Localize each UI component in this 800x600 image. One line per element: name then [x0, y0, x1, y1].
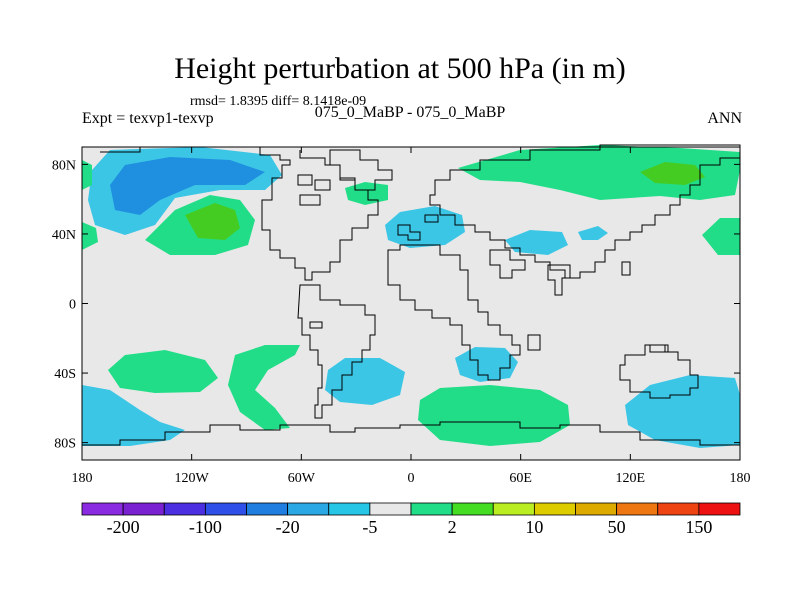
colorbar-swatch: [122, 502, 165, 516]
lon-tick-label: 180: [730, 471, 751, 486]
lat-tick-label: 40S: [54, 367, 76, 382]
contour-fill-layer: [82, 145, 740, 448]
coastline-caribbean: [309, 321, 323, 329]
colorbar-swatch: [575, 502, 618, 516]
contour-neg-north-pacific-core: [110, 157, 265, 215]
lon-tick-label: 120W: [175, 471, 210, 486]
contour-pos-west-edge-1: [82, 160, 92, 190]
colorbar-swatch: [163, 502, 206, 516]
colorbar-label: 10: [525, 517, 544, 537]
contour-neg-central-asia: [505, 230, 568, 255]
contour-pos-southern-ocean: [418, 385, 570, 446]
colorbar-swatch: [369, 502, 412, 516]
lon-tick-label: 120E: [616, 471, 646, 486]
colorbar: [81, 502, 741, 516]
contour-neg-southwest: [82, 385, 185, 446]
colorbar-swatch: [451, 502, 494, 516]
colorbar-label: -200: [106, 517, 140, 537]
coastline-africa: [387, 244, 521, 381]
colorbar-swatch: [657, 502, 700, 516]
colorbar-label: 50: [607, 517, 626, 537]
lon-tick-label: 60W: [288, 471, 316, 486]
colorbar-swatch: [287, 502, 330, 516]
contour-pos-north-atlantic: [345, 182, 388, 205]
axis-ticks: 180 120W 60W 0 60E 120E 180 80N 40N 0 40S 80S: [52, 147, 751, 486]
colorbar-swatch: [328, 502, 371, 516]
coastline-arabia: [489, 249, 526, 279]
coastline-greenland: [329, 149, 393, 191]
colorbar-label: -20: [275, 517, 300, 537]
contour-pos-north-pacific-core: [185, 203, 240, 240]
contour-neg-south-africa: [455, 347, 518, 382]
stats-line: rmsd= 1.8395 diff= 8.1418e-09: [190, 94, 367, 109]
colorbar-swatch: [698, 502, 741, 516]
contour-pos-south-pacific: [108, 350, 218, 393]
coastline-madagascar: [527, 334, 541, 351]
coastlines: [82, 144, 741, 446]
chart-title: Height perturbation at 500 hPa (in m): [174, 52, 626, 85]
colorbar-swatch: [81, 502, 124, 516]
contour-pos-siberia: [458, 145, 740, 200]
lat-tick-label: 80S: [54, 437, 76, 452]
coastline-arctic-islands: [297, 174, 331, 206]
colorbar-label: -5: [362, 517, 378, 537]
lat-tick-label: 80N: [52, 158, 76, 173]
lat-tick-label: 40N: [52, 228, 76, 243]
coastline-australia: [619, 344, 699, 399]
colorbar-swatch: [492, 502, 535, 516]
contour-neg-europe: [385, 206, 465, 248]
coastline-japan: [621, 261, 631, 276]
contour-pos-siberia-core: [640, 162, 705, 185]
coastline-south-america: [297, 284, 376, 419]
contour-neg-east-asia: [578, 226, 608, 240]
case-label: 075_0_MaBP - 075_0_MaBP: [314, 104, 506, 121]
contour-pos-east-edge: [702, 218, 740, 255]
colorbar-swatch: [246, 502, 289, 516]
season-label: ANN: [707, 110, 742, 127]
contour-neg-south-atlantic: [325, 358, 405, 405]
contour-neg-australia-south: [625, 375, 740, 448]
colorbar-label: 150: [685, 517, 713, 537]
coastline-antarctica: [82, 421, 740, 446]
contour-pos-west-edge-2: [82, 222, 98, 250]
colorbar-swatch: [533, 502, 576, 516]
colorbar-swatch: [410, 502, 453, 516]
experiment-label: Expt = texvp1-texvp: [82, 110, 214, 127]
lat-tick-label: 0: [69, 298, 76, 313]
lon-tick-label: 60E: [509, 471, 532, 486]
colorbar-label: 2: [447, 517, 457, 537]
colorbar-label: -100: [188, 517, 222, 537]
coastline-new-guinea: [649, 344, 669, 353]
lon-tick-label: 180: [72, 471, 93, 486]
coastline-india: [547, 264, 571, 296]
contour-pos-south-america-west: [228, 345, 300, 430]
colorbar-swatch: [616, 502, 659, 516]
coastline-europe-detail: [397, 214, 439, 241]
lon-tick-label: 0: [408, 471, 415, 486]
colorbar-swatch: [204, 502, 247, 516]
